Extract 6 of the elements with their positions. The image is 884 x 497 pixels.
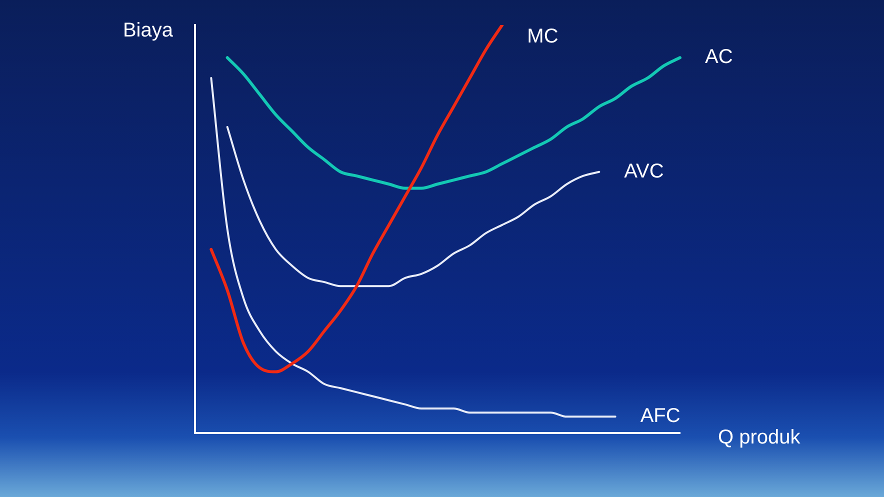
series-label: MC bbox=[527, 26, 558, 48]
x-axis-title: Q produk bbox=[718, 426, 802, 449]
series-label: AVC bbox=[624, 160, 664, 182]
y-axis-title: Biaya bbox=[122, 20, 174, 42]
series-label: AFC bbox=[640, 405, 680, 428]
series-label: AC bbox=[705, 46, 733, 68]
